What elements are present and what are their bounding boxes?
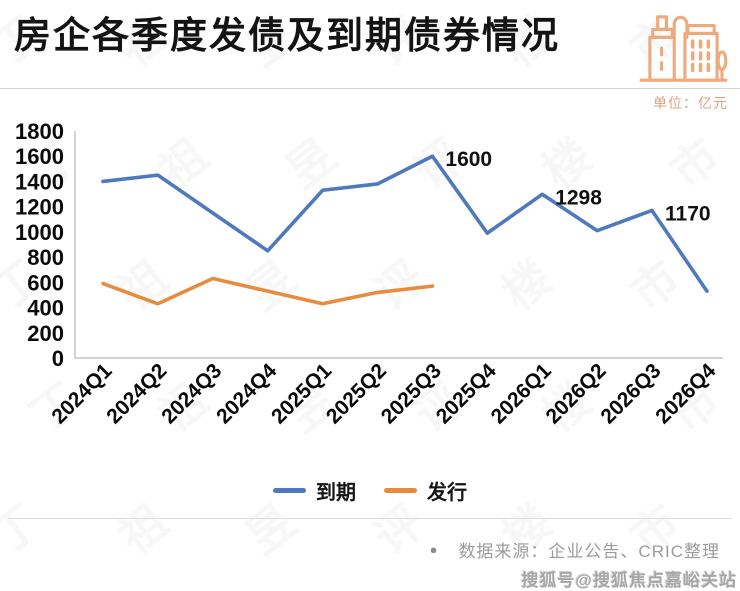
unit-row: 单位：亿元	[0, 89, 740, 117]
legend-swatch-issuance	[384, 488, 417, 493]
data-source-text: 数据来源：企业公告、CRIC整理	[458, 542, 720, 561]
data-source-row: ● 数据来源：企业公告、CRIC整理	[0, 537, 740, 562]
data-label-1170: 1170	[665, 202, 711, 225]
y-axis-tick-label: 1600	[15, 144, 64, 169]
bullet-icon: ●	[429, 542, 439, 557]
line-chart: 0200400600800100012001400160018002024Q12…	[15, 119, 723, 428]
y-axis-tick-label: 0	[52, 346, 64, 371]
x-axis-tick-label: 2026Q4	[651, 359, 720, 428]
issuance-line	[101, 276, 435, 306]
legend-swatch-maturity	[273, 488, 306, 493]
x-axis-tick-label: 2024Q3	[157, 359, 226, 428]
y-axis-tick-label: 200	[27, 321, 64, 346]
y-axis-tick-label: 1400	[15, 169, 64, 194]
x-axis-tick-label: 2025Q4	[432, 359, 501, 428]
y-axis-tick-label: 1200	[15, 195, 64, 220]
y-axis-tick-label: 1000	[15, 220, 64, 245]
maturity-line	[101, 154, 709, 293]
x-axis-tick-label: 2025Q2	[322, 359, 391, 428]
page-title: 房企各季度发债及到期债券情况	[14, 15, 560, 56]
footer-divider	[8, 518, 732, 519]
x-axis-tick-label: 2024Q2	[102, 359, 171, 428]
unit-label: 单位：亿元	[653, 95, 728, 111]
data-label-1600: 1600	[445, 148, 492, 171]
buildings-icon	[639, 15, 728, 82]
y-axis-tick-label: 400	[27, 296, 64, 321]
x-axis-tick-label: 2026Q1	[487, 359, 556, 428]
y-axis-tick-label: 800	[27, 245, 64, 270]
y-axis-tick-label: 600	[27, 270, 64, 295]
x-axis-tick-label: 2026Q3	[596, 359, 665, 428]
legend-label-issuance: 发行	[427, 482, 467, 504]
x-axis-tick-label: 2025Q3	[377, 359, 446, 428]
x-axis-tick-label: 2025Q1	[267, 359, 336, 428]
header: 房企各季度发债及到期债券情况	[0, 0, 740, 89]
x-axis-tick-label: 2026Q2	[542, 359, 611, 428]
y-axis-tick-label: 1800	[15, 119, 64, 144]
legend-label-maturity: 到期	[316, 482, 356, 504]
chart-legend: 到期 发行	[0, 476, 740, 505]
sohu-watermark: 搜狐号@搜狐焦点嘉峪关站	[521, 571, 737, 590]
data-label-1298: 1298	[555, 186, 602, 209]
x-axis-tick-label: 2024Q4	[212, 359, 281, 428]
